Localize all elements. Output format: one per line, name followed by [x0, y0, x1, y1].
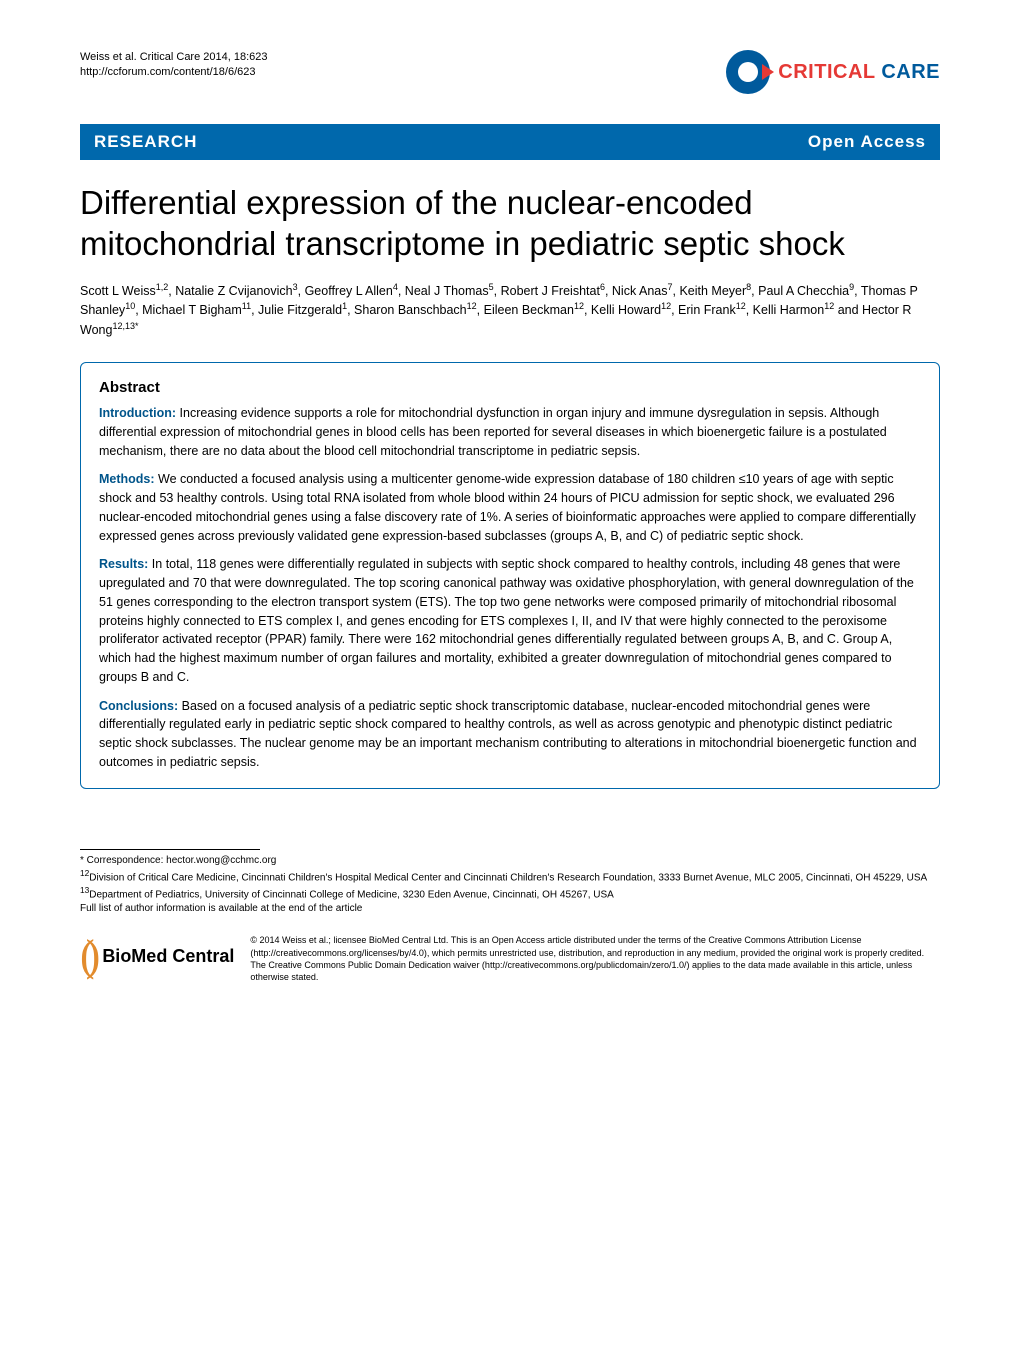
intro-text: Increasing evidence supports a role for …	[99, 406, 887, 458]
license-text: © 2014 Weiss et al.; licensee BioMed Cen…	[250, 934, 940, 983]
article-type: RESEARCH	[94, 132, 197, 152]
citation-url: http://ccforum.com/content/18/6/623	[80, 65, 268, 80]
affiliation-13: 13Department of Pediatrics, University o…	[80, 885, 940, 902]
intro-label: Introduction:	[99, 406, 176, 420]
citation-line: Weiss et al. Critical Care 2014, 18:623	[80, 50, 268, 65]
citation: Weiss et al. Critical Care 2014, 18:623 …	[80, 50, 268, 81]
journal-name: CRITICAL CARE	[778, 61, 940, 84]
conclusions-text: Based on a focused analysis of a pediatr…	[99, 699, 917, 769]
abstract-heading: Abstract	[99, 379, 921, 396]
affiliation-12: 12Division of Critical Care Medicine, Ci…	[80, 868, 940, 885]
biomed-central-logo: ( ) BioMed Central	[80, 934, 234, 978]
journal-name-part1: CRITICAL	[778, 61, 875, 83]
methods-text: We conducted a focused analysis using a …	[99, 472, 916, 542]
abstract-conclusions: Conclusions: Based on a focused analysis…	[99, 697, 921, 772]
full-author-list-note: Full list of author information is avail…	[80, 902, 940, 916]
footer-divider	[80, 849, 260, 850]
logo-circle-icon	[726, 50, 770, 94]
abstract-results: Results: In total, 118 genes were differ…	[99, 555, 921, 686]
license-row: ( ) BioMed Central © 2014 Weiss et al.; …	[80, 934, 940, 983]
bmc-parens-icon: ( )	[80, 934, 90, 978]
abstract-introduction: Introduction: Increasing evidence suppor…	[99, 404, 921, 460]
correspondence: * Correspondence: hector.wong@cchmc.org	[80, 854, 940, 868]
methods-label: Methods:	[99, 472, 155, 486]
bmc-brand-text: BioMed Central	[102, 944, 234, 969]
abstract-methods: Methods: We conducted a focused analysis…	[99, 470, 921, 545]
conclusions-label: Conclusions:	[99, 699, 178, 713]
footer: * Correspondence: hector.wong@cchmc.org …	[80, 849, 940, 983]
author-list: Scott L Weiss1,2, Natalie Z Cvijanovich3…	[80, 281, 940, 341]
abstract-box: Abstract Introduction: Increasing eviden…	[80, 362, 940, 789]
journal-logo: CRITICAL CARE	[726, 50, 940, 94]
article-title: Differential expression of the nuclear-e…	[80, 182, 940, 265]
results-label: Results:	[99, 557, 148, 571]
page-header: Weiss et al. Critical Care 2014, 18:623 …	[80, 50, 940, 94]
journal-name-part2: CARE	[875, 61, 940, 83]
results-text: In total, 118 genes were differentially …	[99, 557, 914, 684]
open-access-label: Open Access	[808, 132, 926, 152]
article-type-banner: RESEARCH Open Access	[80, 124, 940, 160]
